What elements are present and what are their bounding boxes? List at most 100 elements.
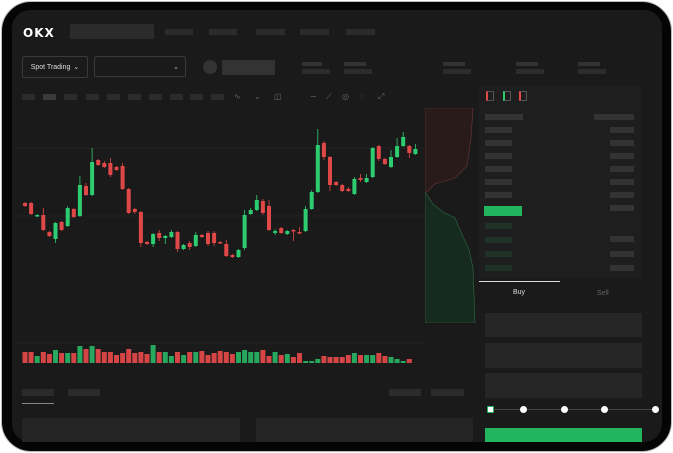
- volume-bar: [266, 356, 272, 363]
- tab-order-history[interactable]: [68, 389, 100, 396]
- line-tool-icon[interactable]: ∼: [310, 92, 317, 101]
- fullscreen-icon[interactable]: ⤢: [378, 92, 385, 101]
- amount-slider-track[interactable]: [490, 409, 656, 410]
- total-input[interactable]: [485, 373, 642, 398]
- stat-label: [516, 62, 538, 66]
- stat-value: [578, 69, 606, 74]
- coin-icon: [203, 60, 217, 74]
- price-input[interactable]: [485, 313, 642, 337]
- ask-price[interactable]: [485, 192, 512, 198]
- volume-bar: [175, 352, 180, 363]
- ask-price[interactable]: [485, 153, 512, 159]
- candle: [29, 203, 34, 214]
- ask-price[interactable]: [485, 166, 512, 172]
- draw-tool-icon[interactable]: ⟋: [326, 92, 332, 101]
- timeframe-button[interactable]: [22, 94, 35, 100]
- volume-bar: [150, 345, 156, 363]
- candle: [267, 206, 271, 230]
- stat-value: [344, 69, 372, 74]
- candle: [145, 242, 149, 244]
- amount-input[interactable]: [485, 343, 642, 368]
- magnet-icon[interactable]: ◎: [342, 92, 349, 101]
- indicator-icon[interactable]: ⌄: [254, 92, 261, 101]
- candle: [297, 232, 302, 234]
- slider-step[interactable]: [561, 406, 568, 413]
- nav-item[interactable]: [256, 29, 285, 35]
- volume-bar: [223, 352, 229, 363]
- candle: [260, 201, 265, 213]
- bid-price[interactable]: [485, 251, 512, 257]
- bid-price[interactable]: [485, 265, 512, 271]
- candle: [102, 163, 107, 167]
- candle: [303, 209, 308, 231]
- timeframe-button[interactable]: [211, 94, 224, 100]
- orderbook-both-icon[interactable]: [486, 91, 494, 101]
- ask-price[interactable]: [485, 140, 512, 146]
- volume-bar: [394, 359, 400, 363]
- chart-type-icon[interactable]: ◫: [274, 92, 282, 101]
- spot-trading-label: Spot Trading: [30, 63, 71, 71]
- candle: [340, 185, 345, 191]
- ask-amount: [610, 205, 634, 211]
- candle: [395, 146, 400, 157]
- volume-bar: [303, 361, 309, 363]
- orderbook-asks-icon[interactable]: [519, 91, 527, 101]
- volume-bar: [22, 352, 28, 363]
- depth-asks-area: [425, 108, 474, 193]
- slider-step[interactable]: [520, 406, 527, 413]
- nav-item[interactable]: [165, 29, 193, 35]
- timeframe-button[interactable]: [43, 94, 56, 100]
- timeframe-button[interactable]: [128, 94, 141, 100]
- volume-bar: [40, 352, 46, 363]
- candle: [364, 178, 369, 182]
- bid-price[interactable]: [485, 237, 512, 243]
- nav-item[interactable]: [209, 29, 237, 35]
- volume-bar: [351, 353, 357, 363]
- tab-buy[interactable]: Buy: [513, 289, 526, 296]
- volume-bar: [205, 355, 211, 363]
- nav-item[interactable]: [300, 29, 329, 35]
- nav-item[interactable]: [346, 29, 375, 35]
- volume-bar: [400, 361, 406, 363]
- okx-logo[interactable]: OKX: [23, 26, 55, 40]
- slider-step[interactable]: [652, 406, 659, 413]
- volume-bar: [388, 357, 394, 363]
- search-bar[interactable]: [70, 24, 154, 39]
- timeframe-button[interactable]: [107, 94, 120, 100]
- timeframe-button[interactable]: [170, 94, 183, 100]
- tab-open-orders[interactable]: [22, 389, 54, 396]
- settings-icon[interactable]: ◌: [360, 92, 365, 101]
- candle: [199, 235, 204, 237]
- timeframe-button[interactable]: [64, 94, 77, 100]
- pair-select[interactable]: ⌄: [94, 56, 186, 77]
- filter-button[interactable]: [431, 389, 464, 396]
- spot-trading-button[interactable]: Spot Trading ⌄: [22, 56, 88, 78]
- indicator-icon[interactable]: ∿: [234, 92, 241, 101]
- candle: [35, 215, 40, 217]
- volume-bar: [321, 356, 327, 363]
- volume-bar: [376, 353, 382, 363]
- ask-price[interactable]: [485, 127, 512, 133]
- price-chart[interactable]: [15, 108, 427, 370]
- volume-bar: [236, 352, 241, 363]
- stat-label: [302, 62, 322, 66]
- orderbook-bids-icon[interactable]: [503, 91, 511, 101]
- volume-bar: [284, 354, 290, 363]
- last-price: [484, 206, 522, 216]
- chevron-down-icon: ⌄: [73, 64, 80, 71]
- ask-price[interactable]: [485, 179, 512, 185]
- slider-step[interactable]: [487, 406, 494, 413]
- timeframe-button[interactable]: [86, 94, 99, 100]
- candle: [242, 215, 247, 248]
- bid-price[interactable]: [485, 223, 512, 229]
- candle: [236, 250, 241, 257]
- candle: [315, 145, 320, 192]
- filter-button[interactable]: [389, 389, 421, 396]
- buy-button[interactable]: [485, 428, 642, 442]
- slider-step[interactable]: [601, 406, 608, 413]
- volume-bar: [144, 354, 150, 363]
- timeframe-button[interactable]: [190, 94, 203, 100]
- candle: [169, 232, 174, 237]
- tab-sell[interactable]: Sell: [597, 290, 609, 297]
- timeframe-button[interactable]: [149, 94, 162, 100]
